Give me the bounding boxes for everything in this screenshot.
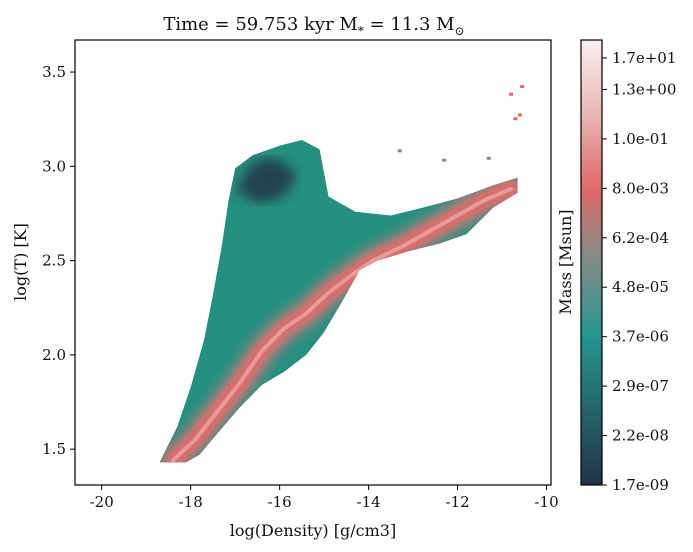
colorbar-tick-label: 6.2e-04 (612, 229, 669, 247)
x-tick-label: -18 (179, 493, 203, 511)
heatmap-region (159, 139, 518, 463)
colorbar-frame (580, 39, 603, 486)
outlier-point (513, 117, 518, 121)
colorbar-gradient (581, 40, 602, 485)
plot-frame (74, 39, 552, 486)
heatmap-ridge-core (170, 187, 513, 463)
colorbar-ticks: 1.7e-09 2.2e-08 2.9e-07 3.7e-06 4.8e-05 6.2e-… (602, 49, 676, 494)
colorbar-label: Mass [Msun] (556, 209, 575, 314)
colorbar-tick-label: 2.2e-08 (612, 427, 669, 445)
x-axis-ticks: -20 -18 -16 -14 -12 -10 (90, 485, 559, 511)
outlier-point (520, 85, 525, 89)
outlier-points (397, 85, 525, 162)
outlier-point (509, 92, 513, 96)
colorbar-tick-label: 1.0e-01 (612, 130, 669, 148)
y-axis-label: log(T) [K] (11, 223, 30, 301)
colorbar-tick-label: 1.3e+00 (612, 80, 676, 98)
y-tick-label: 1.5 (42, 440, 66, 458)
colorbar: 1.7e-09 2.2e-08 2.9e-07 3.7e-06 4.8e-05 6.2e-… (556, 39, 676, 494)
colorbar-tick-label: 8.0e-03 (612, 179, 669, 197)
colorbar-tick-label: 2.9e-07 (612, 377, 669, 395)
x-tick-label: -12 (446, 493, 470, 511)
outlier-point (486, 156, 491, 160)
low-mass-clump (235, 156, 298, 204)
colorbar-tick-label: 3.7e-06 (612, 328, 669, 346)
outlier-point (397, 149, 402, 153)
x-tick-label: -16 (268, 493, 292, 511)
colorbar-tick-label: 4.8e-05 (612, 278, 669, 296)
x-tick-label: -20 (90, 493, 114, 511)
outlier-point (442, 158, 447, 162)
x-tick-label: -10 (534, 493, 558, 511)
x-axis-label: log(Density) [g/cm3] (230, 521, 396, 540)
chart-title: Time = 59.753 kyr M* = 11.3 M⊙ (163, 14, 464, 38)
colorbar-tick-label: 1.7e-09 (612, 476, 669, 494)
colorbar-tick-label: 1.7e+01 (612, 49, 676, 67)
y-axis-ticks: 1.5 2.0 2.5 3.0 3.5 (42, 63, 75, 458)
plot-area: -20 -18 -16 -14 -12 -10 1.5 2.0 2.5 3.0 3.5 (42, 39, 559, 511)
x-tick-label: -14 (357, 493, 381, 511)
y-tick-label: 2.5 (42, 252, 66, 270)
y-tick-label: 3.5 (42, 63, 66, 81)
y-tick-label: 3.0 (42, 157, 66, 175)
outlier-point (517, 113, 522, 117)
y-tick-label: 2.0 (42, 346, 66, 364)
